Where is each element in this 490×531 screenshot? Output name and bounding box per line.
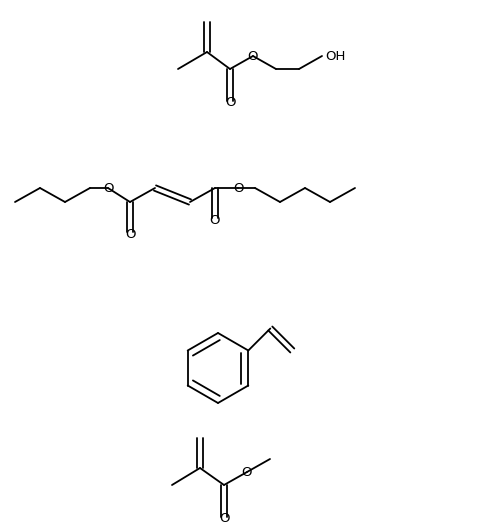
Text: O: O <box>248 49 258 63</box>
Text: O: O <box>233 182 243 194</box>
Text: O: O <box>242 466 252 478</box>
Text: O: O <box>125 227 135 241</box>
Text: O: O <box>103 182 113 194</box>
Text: O: O <box>219 512 229 526</box>
Text: OH: OH <box>325 49 345 63</box>
Text: O: O <box>210 213 220 227</box>
Text: O: O <box>225 97 235 109</box>
